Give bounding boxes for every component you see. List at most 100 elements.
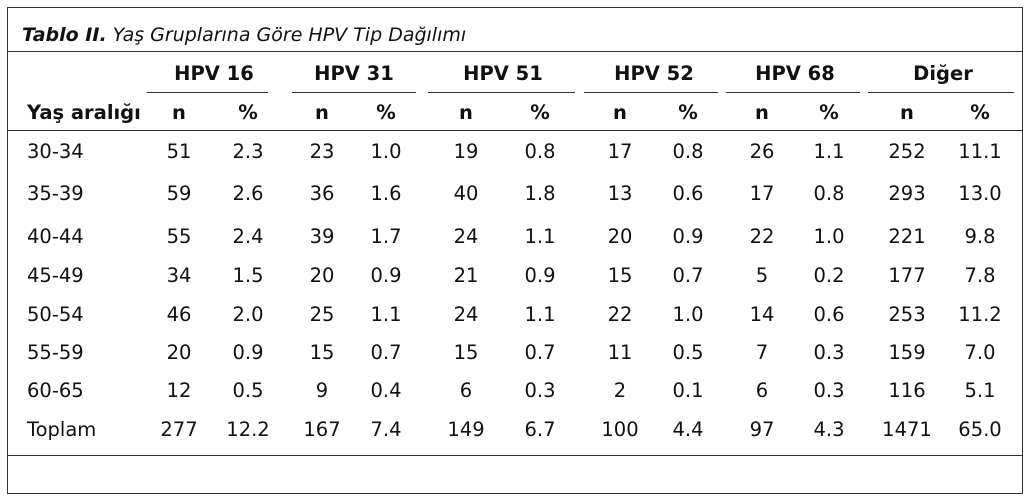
row-label: 35-39 xyxy=(27,182,84,205)
table-caption: Tablo II. Yaş Gruplarına Göre HPV Tip Da… xyxy=(22,24,466,46)
group-underline xyxy=(147,92,268,93)
table-cell: 13.0 xyxy=(958,182,1002,205)
table-cell: 177 xyxy=(888,264,926,287)
table-cell: 0.3 xyxy=(524,379,556,402)
sub-header: % xyxy=(530,101,550,124)
table-cell: 24 xyxy=(453,303,479,326)
table-cell: 0.8 xyxy=(672,140,704,163)
sub-header: % xyxy=(238,101,258,124)
table-cell: 17 xyxy=(607,140,633,163)
caption-label: Tablo II. xyxy=(22,24,107,46)
table-cell: 7.4 xyxy=(370,418,402,441)
table-cell: 11.2 xyxy=(958,303,1002,326)
table-cell: 25 xyxy=(309,303,335,326)
table-cell: 293 xyxy=(888,182,926,205)
row-label: 45-49 xyxy=(27,264,84,287)
caption-text: Yaş Gruplarına Göre HPV Tip Dağılımı xyxy=(112,24,467,46)
group-header: HPV 16 xyxy=(174,62,254,85)
table-cell: 21 xyxy=(453,264,479,287)
table-cell: 39 xyxy=(309,225,335,248)
table-cell: 26 xyxy=(749,140,775,163)
table-cell: 1.1 xyxy=(524,225,556,248)
table-cell: 22 xyxy=(607,303,633,326)
table-cell: 1.1 xyxy=(524,303,556,326)
table-cell: 2.4 xyxy=(232,225,264,248)
table-cell: 1471 xyxy=(882,418,932,441)
row-label: 55-59 xyxy=(27,341,84,364)
table-cell: 15 xyxy=(309,341,335,364)
table-cell: 97 xyxy=(749,418,775,441)
table-cell: 15 xyxy=(453,341,479,364)
table-cell: 0.9 xyxy=(370,264,402,287)
table-cell: 59 xyxy=(166,182,192,205)
table-cell: 6 xyxy=(459,379,473,402)
group-underline xyxy=(292,92,416,93)
table-cell: 0.9 xyxy=(232,341,264,364)
table-cell: 0.7 xyxy=(370,341,402,364)
table-cell: 1.0 xyxy=(813,225,845,248)
table-cell: 9 xyxy=(315,379,329,402)
table-cell: 1.5 xyxy=(232,264,264,287)
table-cell: 55 xyxy=(166,225,192,248)
table-cell: 252 xyxy=(888,140,926,163)
table-cell: 22 xyxy=(749,225,775,248)
table-frame xyxy=(7,7,1023,494)
sub-header: % xyxy=(970,101,990,124)
table-cell: 277 xyxy=(160,418,198,441)
table-cell: 1.1 xyxy=(370,303,402,326)
table-cell: 2.0 xyxy=(232,303,264,326)
row-label: 30-34 xyxy=(27,140,84,163)
table-cell: 0.1 xyxy=(672,379,704,402)
table-cell: 0.6 xyxy=(813,303,845,326)
table-cell: 11.1 xyxy=(958,140,1002,163)
table-cell: 7 xyxy=(755,341,769,364)
table-cell: 1.0 xyxy=(672,303,704,326)
table-cell: 116 xyxy=(888,379,926,402)
table-cell: 0.7 xyxy=(672,264,704,287)
table-cell: 2.6 xyxy=(232,182,264,205)
group-header: HPV 31 xyxy=(314,62,394,85)
table-cell: 0.4 xyxy=(370,379,402,402)
group-underline xyxy=(428,92,575,93)
bottom-rule xyxy=(8,455,1022,456)
table-cell: 0.7 xyxy=(524,341,556,364)
table-cell: 12 xyxy=(166,379,192,402)
table-cell: 2 xyxy=(613,379,627,402)
group-header: HPV 52 xyxy=(614,62,694,85)
table-cell: 23 xyxy=(309,140,335,163)
table-cell: 5.1 xyxy=(964,379,996,402)
table-cell: 0.2 xyxy=(813,264,845,287)
table-cell: 221 xyxy=(888,225,926,248)
table-cell: 0.3 xyxy=(813,379,845,402)
table-cell: 14 xyxy=(749,303,775,326)
group-header: HPV 51 xyxy=(463,62,543,85)
table-cell: 0.3 xyxy=(813,341,845,364)
group-underline xyxy=(868,92,1014,93)
table-cell: 0.9 xyxy=(672,225,704,248)
table-cell: 20 xyxy=(607,225,633,248)
table-cell: 1.8 xyxy=(524,182,556,205)
sub-header: n xyxy=(613,101,627,124)
table-cell: 51 xyxy=(166,140,192,163)
sub-header: n xyxy=(315,101,329,124)
table-cell: 0.8 xyxy=(813,182,845,205)
table-cell: 36 xyxy=(309,182,335,205)
table-cell: 20 xyxy=(309,264,335,287)
table-cell: 34 xyxy=(166,264,192,287)
table-cell: 40 xyxy=(453,182,479,205)
table-cell: 253 xyxy=(888,303,926,326)
table-cell: 11 xyxy=(607,341,633,364)
table-cell: 7.8 xyxy=(964,264,996,287)
table-cell: 15 xyxy=(607,264,633,287)
table-cell: 20 xyxy=(166,341,192,364)
row-label: 40-44 xyxy=(27,225,84,248)
sub-header: n xyxy=(172,101,186,124)
table-cell: 46 xyxy=(166,303,192,326)
row-header: Yaş aralığı xyxy=(27,101,141,124)
table-cell: 7.0 xyxy=(964,341,996,364)
table-cell: 17 xyxy=(749,182,775,205)
table-cell: 1.7 xyxy=(370,225,402,248)
table-cell: 159 xyxy=(888,341,926,364)
table-cell: 19 xyxy=(453,140,479,163)
table-cell: 2.3 xyxy=(232,140,264,163)
